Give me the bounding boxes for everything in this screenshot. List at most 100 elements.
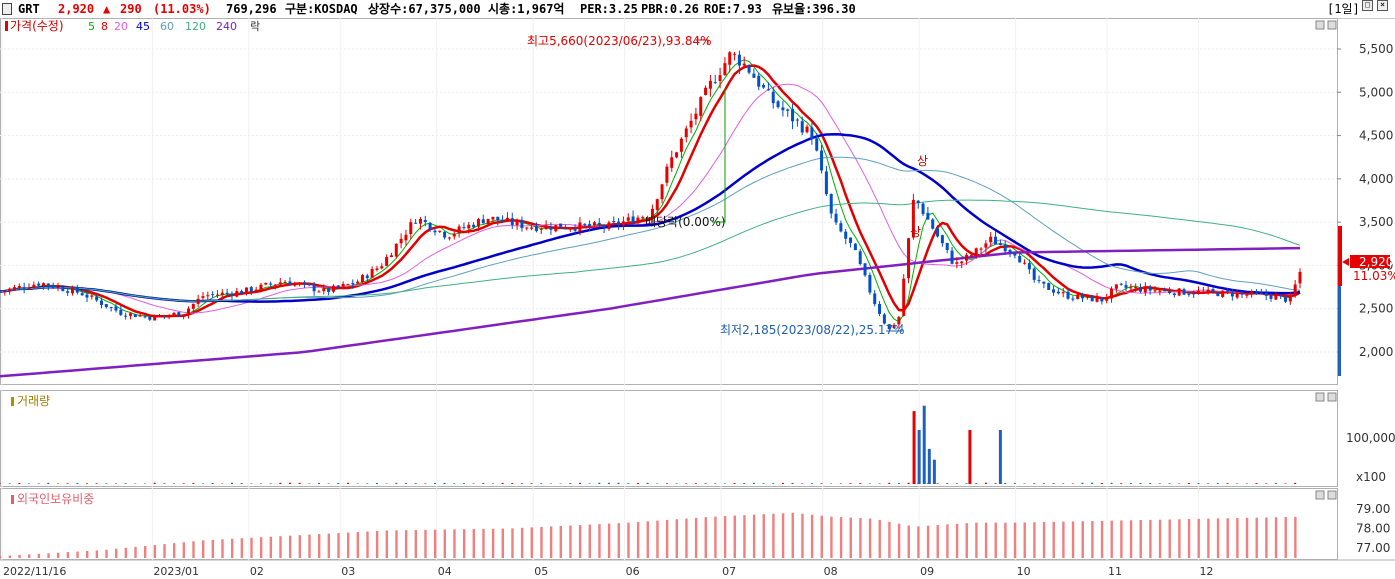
candle-body-235 (1134, 287, 1138, 289)
limit-up-1: 상 (917, 154, 928, 168)
period-selector[interactable]: [1일] (1327, 2, 1360, 16)
foreign-bar-144 (694, 517, 698, 558)
high-annotation: 최고5,660(2023/06/23),93.84% (527, 34, 712, 48)
candle-body-253 (1221, 290, 1225, 297)
candle-body-45 (215, 294, 219, 296)
volume-bar-264 (1274, 483, 1277, 484)
volume-bar-14 (66, 483, 69, 484)
volume-bar-18 (85, 483, 88, 484)
candle-body-187 (902, 278, 906, 316)
candle-body-205 (989, 236, 993, 243)
candle-body-260 (1255, 292, 1259, 294)
foreign-bar-96 (462, 529, 466, 558)
candle-body-68 (327, 287, 331, 292)
roe: ROE:7.93 (704, 2, 762, 16)
candle-body-62 (298, 283, 302, 285)
candle-body-85 (409, 222, 413, 235)
candle-body-134 (646, 217, 650, 219)
volume-label: 거래량 (17, 394, 50, 408)
candle-body-48 (230, 293, 234, 296)
candle-body-96 (462, 227, 466, 229)
symbol[interactable]: GRT (18, 2, 40, 16)
foreign-bar-204 (984, 522, 988, 558)
candle-body-86 (414, 222, 418, 224)
volume-bar-58 (279, 482, 282, 484)
candle-body-194 (936, 228, 940, 237)
candle-body-127 (612, 220, 616, 223)
candle-body-13 (61, 287, 65, 292)
volume-spike-2 (922, 405, 926, 484)
foreign-bar-208 (1004, 522, 1007, 558)
volume-bar-142 (685, 483, 688, 484)
foreign-bar-24 (114, 548, 118, 558)
candle-body-79 (380, 266, 384, 269)
volume-bars (0, 405, 1297, 484)
candle-body-145 (699, 97, 703, 116)
chart-area[interactable]: 가격(수정) 5 8 20 45 60 120 240 락 거래량 외국인보유비… (0, 18, 1395, 579)
panel-buttons[interactable] (1315, 20, 1337, 500)
volume-bar-140 (675, 483, 678, 484)
foreign-bar-30 (143, 545, 147, 558)
volume-bar-154 (743, 483, 746, 484)
volume-bar-92 (443, 482, 446, 484)
candle-body-52 (249, 287, 253, 292)
foreign-bar-120 (578, 525, 582, 558)
volume-bar-76 (366, 483, 369, 484)
candle-body-215 (1037, 280, 1041, 282)
menu-icon[interactable] (2, 3, 12, 15)
close-icon[interactable]: × (1377, 0, 1388, 11)
candle-body-78 (375, 268, 379, 270)
candle-body-138 (665, 166, 669, 183)
candle-body-171 (824, 171, 828, 195)
foreign-bar-60 (288, 535, 292, 558)
candle-body-246 (1187, 293, 1191, 295)
candle-body-117 (563, 228, 567, 230)
low-annotation: 최저2,185(2023/08/22),25.17% (720, 323, 905, 337)
candle-body-268 (1293, 284, 1297, 296)
foreign-bar-184 (888, 521, 891, 558)
volume-bar-26 (124, 483, 127, 484)
candle-body-146 (704, 87, 708, 96)
candle-body-73 (351, 283, 355, 285)
volume-bar-144 (694, 483, 697, 484)
volume-bar-10 (47, 482, 50, 484)
restore-icon[interactable]: □ (1362, 0, 1373, 11)
volume-bar-238 (1149, 483, 1152, 484)
foreign-bar-56 (269, 536, 273, 558)
volume-bar-168 (810, 483, 813, 484)
foreign-bar-168 (810, 514, 814, 558)
volume-bar-248 (1197, 483, 1200, 484)
candle-body-227 (1095, 297, 1099, 302)
legend-extra: 락 (250, 20, 260, 33)
ma-line-120 (0, 199, 1301, 302)
candle-body-128 (617, 221, 621, 225)
candle-body-114 (549, 226, 553, 230)
candle-body-59 (283, 281, 287, 284)
foreign-bar-156 (752, 514, 756, 558)
volume-bar-206 (994, 483, 997, 484)
candle-body-156 (752, 73, 756, 78)
volume-axis-1: x100 (1356, 470, 1386, 484)
candle-body-252 (1216, 292, 1220, 297)
candle-body-74 (356, 281, 360, 284)
volume-bar-186 (897, 482, 900, 484)
foreign-bar-14 (66, 552, 70, 558)
market: 구분:KOSDAQ (285, 2, 358, 16)
foreign-bar-0 (0, 556, 2, 558)
foreign-bar-174 (839, 517, 843, 558)
candle-body-141 (679, 138, 683, 152)
candle-body-239 (1153, 290, 1157, 292)
candle-body-72 (346, 284, 350, 286)
volume-bar-38 (182, 483, 185, 484)
candle-body-106 (510, 218, 514, 225)
candle-body-258 (1245, 294, 1249, 296)
volume-bar-176 (849, 483, 852, 484)
x-axis: 2022/11/16 2023/01 02 03 04 05 06 07 08 09 10 11 12 (3, 565, 1213, 578)
candle-body-216 (1042, 281, 1046, 284)
foreign-bar-2 (8, 555, 12, 558)
foreign-bar-192 (926, 525, 930, 558)
panel-frames (0, 18, 1395, 561)
candle-body-148 (713, 82, 717, 84)
foreign-bar-268 (1294, 516, 1297, 558)
x-tick-6: 06 (626, 565, 640, 578)
